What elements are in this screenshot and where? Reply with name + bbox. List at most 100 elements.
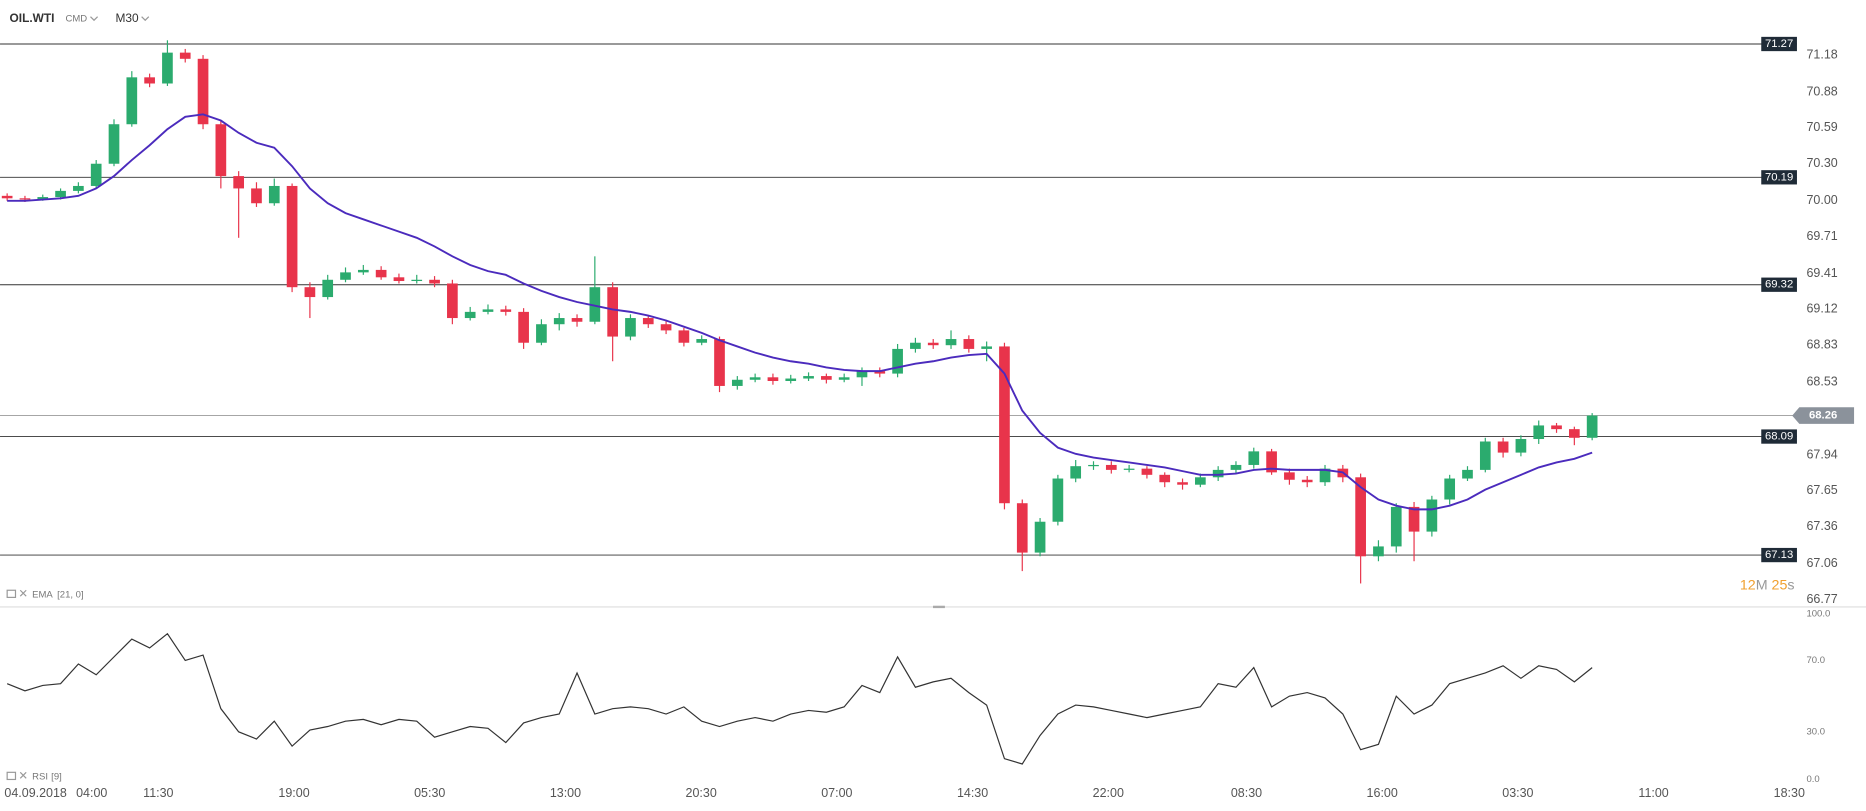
candle-body	[838, 377, 850, 380]
candle-body	[767, 377, 779, 382]
legend-icon[interactable]	[6, 589, 17, 598]
candle-body	[108, 124, 120, 164]
candle-body	[251, 188, 262, 204]
candle-body	[393, 277, 405, 282]
candle-body	[1569, 429, 1580, 438]
candle-body	[1390, 506, 1402, 547]
x-tick-label: 14:30	[957, 786, 988, 800]
level-label: 69.32	[1765, 279, 1793, 291]
indicator-params: [9]	[51, 772, 62, 783]
candle-body	[999, 346, 1010, 504]
legend-icon[interactable]	[6, 771, 17, 781]
close-icon[interactable]	[19, 589, 27, 597]
candle-body	[1301, 479, 1313, 483]
candle-body	[1159, 474, 1171, 483]
level-label-box	[1761, 429, 1797, 444]
candle-body	[1497, 441, 1509, 453]
candle-body	[73, 185, 84, 191]
caret[interactable]	[141, 16, 150, 22]
candle-body	[286, 185, 298, 288]
rsi-line	[6, 632, 1593, 765]
last-price-box	[1792, 407, 1855, 424]
candle-body	[660, 324, 672, 331]
candle-body	[144, 77, 155, 84]
y-tick-label: 67.94	[1806, 447, 1837, 461]
y-tick-label: 67.36	[1806, 519, 1837, 533]
candle-body	[981, 346, 992, 349]
candle-body	[357, 269, 369, 273]
candle-body	[625, 318, 636, 337]
candle-body	[375, 269, 387, 278]
candle-body	[607, 287, 618, 337]
symbol[interactable]: OIL.WTI	[10, 11, 55, 25]
candle-body	[197, 58, 209, 125]
countdown-unit: M	[1756, 577, 1768, 593]
candle-body	[1462, 469, 1473, 479]
candle-body	[126, 77, 138, 125]
x-tick-label: 13:00	[550, 786, 581, 800]
level-label-box	[1761, 170, 1797, 185]
candle-body	[340, 272, 351, 280]
y-tick-label: 100.0	[1806, 609, 1830, 620]
candle-body	[447, 283, 458, 319]
x-tick-label: 04.09.2018	[4, 786, 67, 800]
candle-body	[642, 318, 654, 325]
close-icon[interactable]	[19, 771, 27, 779]
candle-body	[714, 339, 725, 386]
indicator-name: RSI	[32, 772, 48, 783]
candle-body	[482, 309, 494, 312]
candle-body	[874, 371, 886, 374]
level-label-box	[1761, 547, 1797, 563]
timeframe[interactable]: M30	[115, 11, 139, 25]
candle-body	[1586, 415, 1598, 438]
candle-body	[1266, 451, 1277, 473]
candle-body	[696, 339, 708, 343]
candle-body	[215, 124, 227, 177]
ema-legend: EMA [21, 0]	[6, 589, 84, 601]
candle-body	[411, 279, 423, 282]
candle-body	[1016, 503, 1028, 553]
market[interactable]: CMD	[65, 14, 87, 25]
x-tick-label: 20:30	[686, 786, 717, 800]
candle-body	[731, 379, 743, 386]
candle-body	[1070, 466, 1082, 479]
y-tick-label: 68.53	[1806, 375, 1837, 389]
x-tick-label: 03:30	[1502, 786, 1533, 800]
candle-body	[1230, 464, 1242, 470]
level-label: 68.09	[1765, 431, 1793, 443]
candle-body	[1373, 546, 1384, 557]
indicator-params: [21, 0]	[57, 590, 83, 601]
candle-body	[1408, 506, 1420, 532]
candle-body	[1533, 425, 1545, 440]
countdown-unit: s	[1787, 577, 1794, 593]
candle-body	[1479, 441, 1491, 470]
candle-body	[1212, 469, 1224, 478]
candle-body	[1426, 499, 1438, 532]
resize-handle[interactable]	[933, 605, 945, 609]
candle-body	[1284, 472, 1295, 480]
candle-body	[553, 318, 565, 325]
countdown-minutes: 12	[1740, 577, 1756, 593]
countdown: 12M 25s	[1740, 577, 1795, 593]
y-tick-label: 0.0	[1806, 774, 1819, 785]
candle-body	[518, 311, 529, 343]
level-label: 70.19	[1765, 171, 1793, 183]
y-tick-label: 69.41	[1806, 266, 1837, 280]
candle-body	[1319, 468, 1331, 483]
x-tick-label: 19:00	[278, 786, 309, 800]
toolbar: OIL.WTI CMD M30	[10, 11, 150, 25]
indicator-name: EMA	[32, 590, 53, 601]
candle-body	[910, 342, 921, 349]
caret[interactable]	[90, 16, 99, 22]
candle-body	[945, 339, 957, 346]
candle-body	[1444, 478, 1456, 500]
candle-body	[892, 348, 903, 374]
candle-body	[1034, 521, 1046, 553]
ema-line	[7, 113, 1593, 511]
y-tick-label: 67.65	[1806, 483, 1837, 497]
candle-body	[536, 324, 547, 343]
x-tick-label: 05:30	[414, 786, 445, 800]
candle-body	[322, 279, 334, 298]
y-tick-label: 66.77	[1806, 592, 1837, 606]
